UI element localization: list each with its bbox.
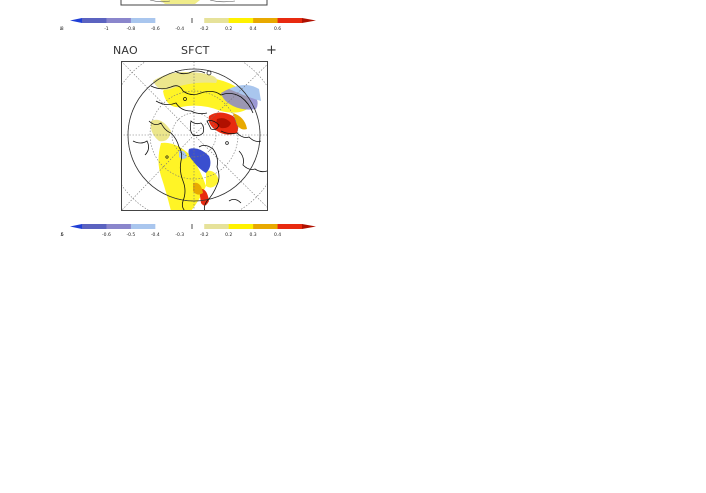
upper-map-coast xyxy=(149,0,236,3)
colorbar-top-tick-label: 0.4 xyxy=(250,26,257,32)
meridians xyxy=(121,61,268,211)
colorbar-top-tick-label: 0.6 xyxy=(274,26,281,32)
colorbar-top-tick-label: 0.2 xyxy=(225,26,232,32)
upper-map-remnant xyxy=(120,0,268,6)
outer-latitude-solid xyxy=(127,68,261,202)
colorbar-top-color-block xyxy=(82,18,107,23)
colorbar-top-tick-label: 1 xyxy=(60,26,62,32)
colorbar-top-color-block xyxy=(204,18,229,23)
colorbar-bottom-tick-label: -0.4 xyxy=(151,232,160,238)
colorbar-bottom-right-arrow xyxy=(302,224,316,229)
anomaly-lightyellow-eurasia xyxy=(153,72,217,90)
anomaly-orange-southeast xyxy=(193,182,203,195)
colorbar-bottom-color-block xyxy=(228,224,254,229)
polar-map xyxy=(121,61,268,211)
colorbar-bottom-tick-label: -0.2 xyxy=(200,232,209,238)
colorbar-bottom-color-block xyxy=(130,224,156,229)
colorbar-top-tick-label: 0.8 xyxy=(60,26,64,32)
panel-field-label: SFCT xyxy=(181,44,210,57)
panel-sign-label: + xyxy=(266,43,278,58)
colorbar-top-color-block xyxy=(228,18,254,23)
anomaly-orange-edge xyxy=(233,113,247,130)
colorbar-top-tick-label: -0.8 xyxy=(126,26,135,32)
colorbar-top-right-arrow xyxy=(302,18,316,23)
colorbar-bottom: -0.6 -0.5 -0.4 -0.3 -0.2 0.2 0.3 0.4 0.50.6 xyxy=(60,224,316,238)
colorbar-bottom-tick-label: 0.6 xyxy=(60,232,64,238)
colorbar-bottom-color-block xyxy=(82,224,107,229)
colorbar-bottom-color-block xyxy=(204,224,229,229)
colorbar-bottom-color-block xyxy=(155,224,181,229)
colorbar-top-color-block xyxy=(155,18,181,23)
panel-index-label: NAO xyxy=(113,44,138,57)
colorbar-bottom-tick-label: 0.2 xyxy=(225,232,232,238)
colorbar-top-color-block xyxy=(253,18,278,23)
colorbar-top-left-arrow xyxy=(70,18,82,23)
colorbar-bottom-tick-label: -0.5 xyxy=(126,232,135,238)
islands xyxy=(165,70,229,159)
colorbar-bottom-tick-label: -0.6 xyxy=(102,232,111,238)
colorbar-bottom-tick-label: -0.3 xyxy=(175,232,184,238)
colorbar-top-tick-label: -0.4 xyxy=(175,26,184,32)
colorbar-top-color-block xyxy=(130,18,156,23)
colorbar-bottom-color-block xyxy=(106,224,132,229)
colorbar-bottom-color-block xyxy=(277,224,303,229)
anomaly-yellow-arctic xyxy=(163,76,251,113)
colorbar-bottom-tick-label: 0.4 xyxy=(274,232,281,238)
colorbar-top-color-block xyxy=(106,18,132,23)
upper-map-frame xyxy=(120,0,268,6)
colorbar-top-tick-label: -0.6 xyxy=(151,26,160,32)
colorbar-bottom-tick-label: 0.3 xyxy=(250,232,257,238)
colorbar-bottom-left-arrow xyxy=(70,224,82,229)
upper-map-yellow-patch xyxy=(160,0,200,4)
anomaly-yellow-pacific xyxy=(206,170,219,188)
colorbar-top-tick-label: -0.2 xyxy=(200,26,209,32)
colorbar-bottom-tick-label: 0.5 xyxy=(60,232,64,238)
colorbar-top-color-block xyxy=(277,18,303,23)
map-frame xyxy=(121,61,268,211)
colorbar-top-tick-label: -1 xyxy=(104,26,109,32)
coastlines xyxy=(132,70,268,211)
anomaly-lightyellow-west xyxy=(150,119,171,142)
colorbar-top: -1 -0.8 -0.6 -0.4 -0.2 0.2 0.4 0.6 0.81 xyxy=(60,18,316,32)
colorbar-bottom-color-block xyxy=(253,224,278,229)
anomaly-darkred-core xyxy=(216,118,231,129)
